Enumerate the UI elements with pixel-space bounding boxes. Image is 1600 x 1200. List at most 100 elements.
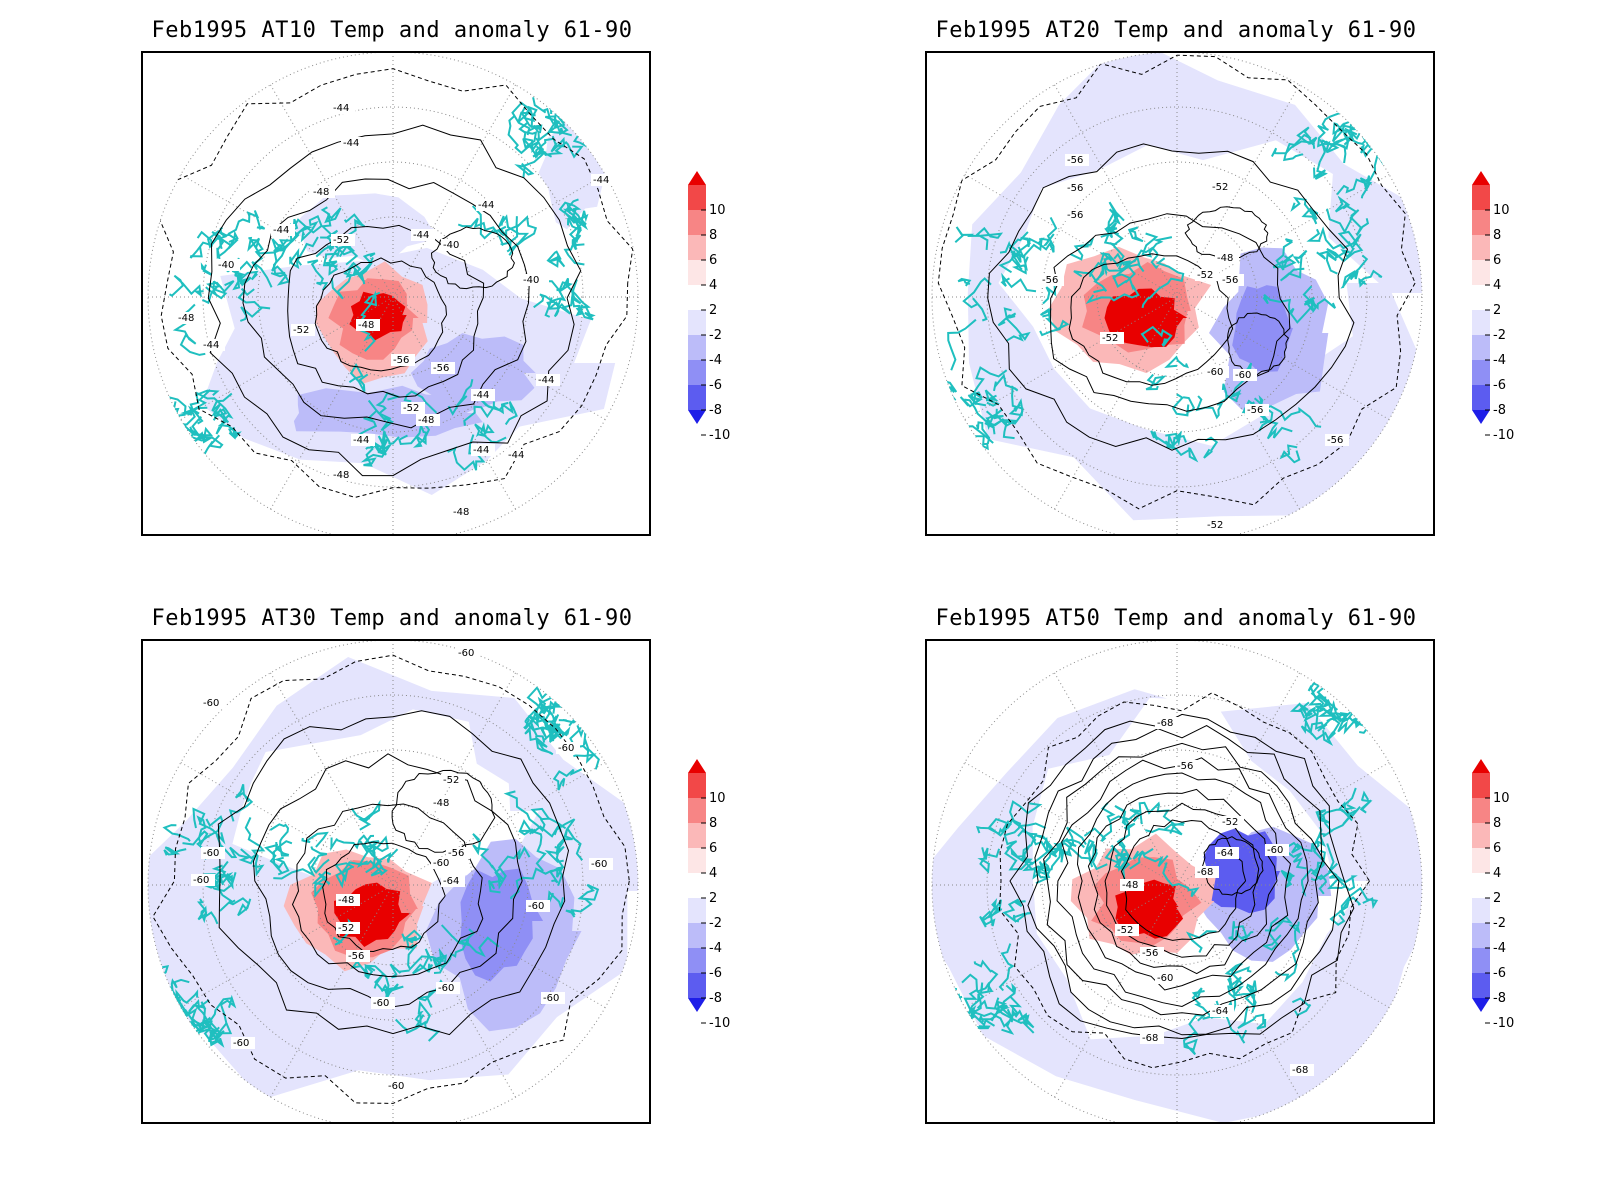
contour-label: -44 (473, 445, 489, 456)
coastline-segment (1354, 683, 1370, 701)
contour-label: -40 (218, 260, 234, 271)
coastline-segment (979, 899, 1002, 928)
coastline-segment (553, 818, 584, 861)
coastline-segment (270, 243, 291, 286)
coastline-segment (544, 297, 563, 318)
meridian-line (392, 672, 516, 886)
contour-label: -52 (403, 403, 419, 414)
contour-label-bg (446, 847, 470, 859)
contour-label-bg (191, 874, 215, 886)
coastline-segment (565, 883, 600, 918)
contour-label: -52 (333, 235, 349, 246)
coastline-segment (549, 866, 563, 887)
anomaly-shading (932, 689, 1422, 1122)
contour-label-bg (1195, 866, 1219, 878)
coastline-segment (1100, 242, 1125, 268)
colorbar-at10: 10 8 6 4 2 -2 -4 -6 -8 -10 (680, 165, 760, 465)
coastline-segment (998, 943, 1015, 992)
map-at10: -44 -44 -48 -44 -44 -52 -40 -44 -40 -48 -44 -52 -48-… (141, 51, 651, 536)
coastline-segment (1083, 802, 1116, 842)
contour-label: -56 (393, 355, 409, 366)
contour-line (217, 710, 570, 1036)
contour-label-bg (1140, 1032, 1164, 1044)
coastline-segment (163, 395, 187, 418)
contour-label: -60 (388, 1081, 404, 1092)
coastline-segment (1360, 139, 1385, 183)
contour-label: -44 (343, 138, 359, 149)
contour-line (1068, 253, 1234, 386)
contour-label-bg (1245, 404, 1269, 416)
colorbar-svg: 10 8 6 4 2 -2 -4 -6 -8 -10 (1472, 171, 1514, 443)
contour-label-bg (336, 922, 360, 934)
contour-label: -44 (273, 225, 289, 236)
coastline-segment (363, 834, 399, 869)
meridian-line (1176, 84, 1300, 298)
contour-label: -60 (558, 743, 574, 754)
coastline-segment (219, 226, 239, 250)
contour-line (1104, 802, 1260, 958)
meridian-line (1176, 884, 1390, 1008)
coastline-segment (320, 206, 356, 256)
contour-label: -60 (193, 875, 209, 886)
contour-line (1226, 312, 1290, 376)
coastline-segment (1164, 355, 1189, 369)
coastline-segment (206, 230, 233, 260)
coastline-segment (1011, 233, 1055, 275)
contour-label-bg (1210, 181, 1234, 193)
contour-label-bg (1205, 366, 1229, 378)
coastline-segment (398, 421, 431, 448)
meridian-line (1054, 296, 1178, 510)
contour-label-bg (556, 742, 580, 754)
anomaly-region (1115, 879, 1184, 939)
contour-labels: -44-44-48-44-44-52 -40-44-40-48-44-52 -48-… (176, 102, 615, 518)
contour-line (937, 54, 1416, 510)
contour-line (242, 178, 530, 429)
coastline-segment (1307, 682, 1327, 704)
contour-label: -68 (1157, 718, 1173, 729)
contour-label: -48 (333, 470, 349, 481)
lat-lon-grid (147, 53, 639, 534)
coastline-segment (181, 405, 202, 436)
contour-line (1050, 213, 1291, 412)
contour-line (1009, 713, 1355, 1040)
contour-line (1027, 725, 1340, 1036)
coastline-segment (1303, 296, 1337, 314)
meridian-line (964, 296, 1178, 420)
contour-label-bg (589, 858, 613, 870)
coastline-segment (189, 230, 213, 259)
contour-label: -48 (433, 798, 449, 809)
anomaly-region (410, 333, 536, 411)
coastline-segment (556, 277, 591, 310)
colorbar-segment (688, 210, 706, 235)
colorbar-segment (688, 848, 706, 873)
coastline-segment (1164, 434, 1199, 463)
colorbar-tick-label: 8 (1493, 816, 1501, 831)
colorbar-bottom-arrow (1472, 410, 1490, 424)
coastline-segment (1237, 1005, 1267, 1030)
meridian-line (180, 174, 394, 298)
coastline-segment (1002, 898, 1032, 924)
meridian-line (964, 174, 1178, 298)
colorbar-top-arrow (1472, 759, 1490, 773)
coastline-segment (1000, 272, 1037, 293)
contour-label-bg (216, 259, 240, 271)
coastline-segment (1113, 246, 1159, 270)
contour-label: -40 (443, 240, 459, 251)
coastline-segment (529, 825, 560, 838)
coastline-segment (1005, 398, 1024, 426)
contour-labels: -60-60-60-52-48-60-60-56-60-64-48-52-56-… (191, 647, 613, 1092)
meridian-line (1054, 84, 1178, 298)
coastline-segment (403, 390, 438, 414)
meridian-line (392, 884, 606, 1008)
contour-label: -56 (1222, 275, 1238, 286)
contour-label-bg (1120, 879, 1144, 891)
meridian-line (392, 296, 606, 420)
coastline-segment (1326, 208, 1370, 236)
colorbar-segment (1472, 210, 1490, 235)
coastline-segment (252, 232, 294, 255)
contour-label: -56 (448, 848, 464, 859)
contour-line (291, 803, 484, 978)
coastline-segment (1037, 216, 1058, 253)
colorbar-tick-label: -8 (1493, 991, 1506, 1006)
contour-line (430, 226, 515, 290)
